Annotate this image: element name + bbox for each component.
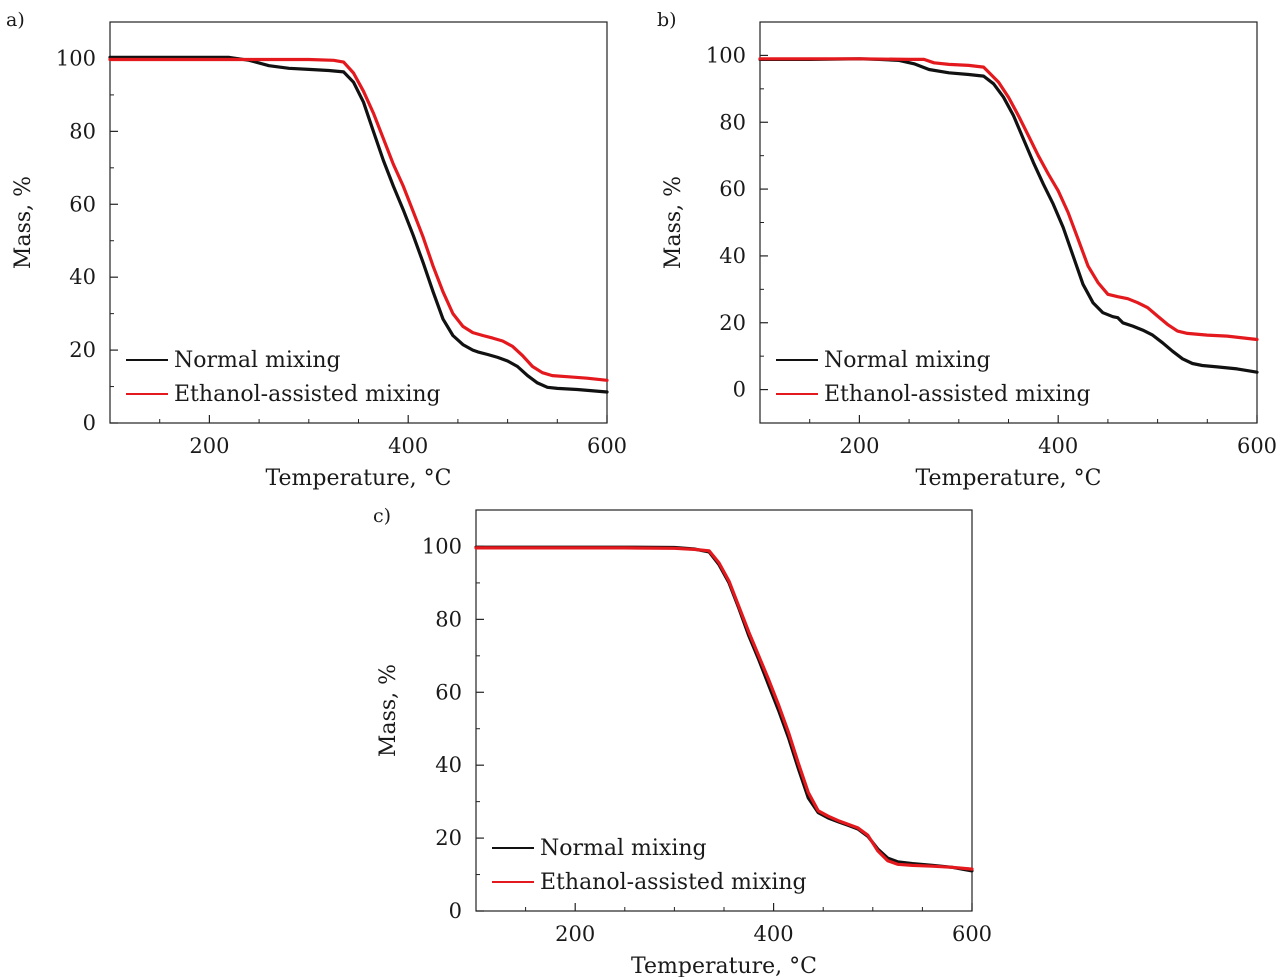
x-axis-label: Temperature, °C xyxy=(916,466,1102,491)
series-line-normal-mixing xyxy=(108,55,609,394)
x-tick-label: 200 xyxy=(555,922,595,946)
y-tick-label: 60 xyxy=(435,680,462,704)
series-line-ethanol-assisted-mixing xyxy=(474,546,974,871)
x-tick-label: 600 xyxy=(1237,434,1277,458)
x-tick-label: 600 xyxy=(952,922,992,946)
series-line-ethanol-assisted-mixing xyxy=(758,57,1259,342)
y-tick-label: 0 xyxy=(733,378,746,402)
y-tick-label: 20 xyxy=(435,826,462,850)
y-tick-label: 60 xyxy=(69,192,96,216)
y-tick-label: 0 xyxy=(449,899,462,923)
chart-panel-3: 200 400 600 0 20 40 60 80 100 Temperature, °C Mass… xyxy=(373,505,992,977)
x-tick-label: 400 xyxy=(1038,434,1078,458)
x-tick-label: 200 xyxy=(189,434,229,458)
y-tick-label: 0 xyxy=(83,411,96,435)
series-line-normal-mixing xyxy=(758,57,1259,374)
panel-label: a) xyxy=(6,9,25,31)
y-tick-label: 80 xyxy=(719,110,746,134)
chart-panel-1: 200 400 600 0 20 40 60 80 100 Temperature, °C Mass… xyxy=(6,9,627,491)
y-tick-label: 40 xyxy=(435,753,462,777)
y-tick-label: 60 xyxy=(719,177,746,201)
y-axis-label: Mass, % xyxy=(11,176,36,269)
legend-label: Normal mixing xyxy=(824,348,991,373)
y-tick-label: 100 xyxy=(422,534,462,558)
series-line-ethanol-assisted-mixing xyxy=(108,57,609,382)
y-tick-label: 100 xyxy=(706,43,746,67)
legend-label: Normal mixing xyxy=(540,836,707,861)
chart-panel-2: 200 400 600 0 20 40 60 80 100 Temperature, °C Mass… xyxy=(657,9,1277,491)
x-axis-label: Temperature, °C xyxy=(631,954,817,977)
y-axis-label: Mass, % xyxy=(661,176,686,269)
y-tick-label: 20 xyxy=(69,338,96,362)
legend-label: Normal mixing xyxy=(174,348,341,373)
y-tick-label: 80 xyxy=(69,119,96,143)
legend: Normal mixing Ethanol-assisted mixing xyxy=(492,836,807,895)
y-tick-label: 40 xyxy=(69,265,96,289)
legend-label: Ethanol-assisted mixing xyxy=(540,870,807,895)
x-tick-label: 600 xyxy=(587,434,627,458)
x-axis-label: Temperature, °C xyxy=(266,466,452,491)
legend-label: Ethanol-assisted mixing xyxy=(174,382,441,407)
legend-label: Ethanol-assisted mixing xyxy=(824,382,1091,407)
x-tick-label: 400 xyxy=(388,434,428,458)
legend: Normal mixing Ethanol-assisted mixing xyxy=(776,348,1091,407)
y-tick-label: 40 xyxy=(719,244,746,268)
legend: Normal mixing Ethanol-assisted mixing xyxy=(126,348,441,407)
y-axis-label: Mass, % xyxy=(376,664,401,757)
y-tick-label: 20 xyxy=(719,311,746,335)
x-tick-label: 200 xyxy=(839,434,879,458)
y-tick-label: 100 xyxy=(56,46,96,70)
panel-label: c) xyxy=(373,505,391,527)
x-tick-label: 400 xyxy=(754,922,794,946)
series-line-normal-mixing xyxy=(474,545,974,873)
y-tick-label: 80 xyxy=(435,607,462,631)
panel-label: b) xyxy=(657,9,677,31)
